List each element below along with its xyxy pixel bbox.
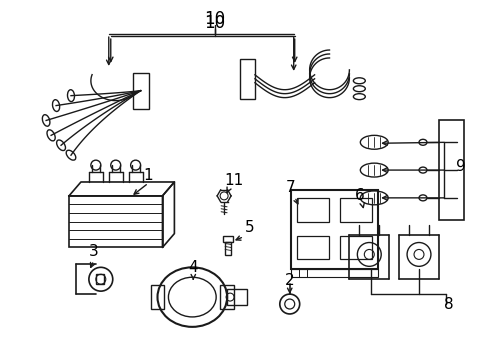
Text: 6: 6 bbox=[354, 188, 364, 203]
Bar bbox=[224, 242, 231, 255]
Text: 4: 4 bbox=[188, 260, 198, 275]
Bar bbox=[296, 198, 328, 222]
Text: 8: 8 bbox=[443, 297, 453, 311]
Bar bbox=[150, 285, 164, 309]
Text: 5: 5 bbox=[244, 220, 254, 235]
Bar bbox=[223, 235, 233, 242]
Bar bbox=[340, 198, 371, 222]
Bar bbox=[296, 235, 328, 260]
Bar bbox=[132, 73, 148, 109]
Text: 3: 3 bbox=[89, 244, 99, 259]
Bar bbox=[96, 274, 103, 284]
Text: 7: 7 bbox=[285, 180, 295, 195]
Bar bbox=[220, 285, 234, 309]
Bar bbox=[340, 235, 371, 260]
Text: 10: 10 bbox=[204, 10, 225, 28]
Bar bbox=[438, 121, 463, 220]
Text: 1: 1 bbox=[143, 167, 153, 183]
Text: 2: 2 bbox=[285, 273, 294, 288]
Bar bbox=[226, 289, 246, 305]
Text: 10: 10 bbox=[204, 14, 225, 32]
Bar bbox=[69, 196, 163, 247]
Bar bbox=[240, 59, 254, 99]
Text: 9: 9 bbox=[455, 159, 465, 174]
Text: 11: 11 bbox=[224, 172, 243, 188]
Bar bbox=[290, 269, 377, 277]
Bar bbox=[290, 190, 377, 269]
